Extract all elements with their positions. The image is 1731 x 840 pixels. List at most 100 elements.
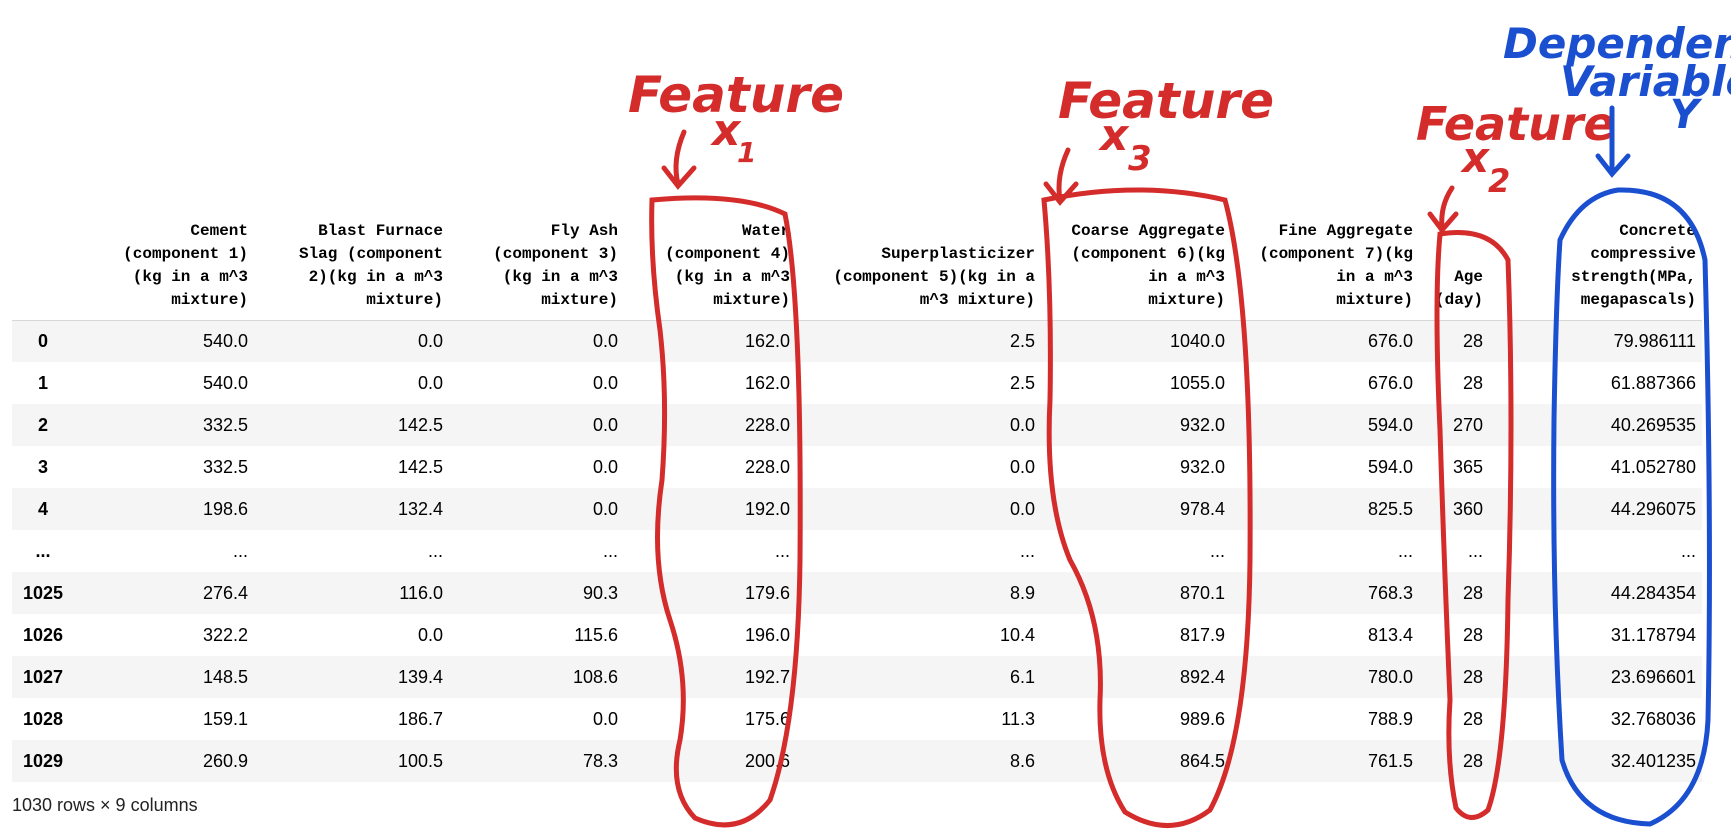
table-cell: 23.696601 [1610, 666, 1696, 687]
table-cell: 78.3 [582, 750, 618, 771]
table-cell: 139.4 [397, 666, 443, 687]
column-header: Concrete compressive strength(MPa, megap… [1489, 0, 1702, 321]
table-cell: 108.6 [572, 666, 618, 687]
table-cell: 8.6 [1009, 750, 1035, 771]
table-cell: 228.0 [744, 456, 790, 477]
table-cell: 825.5 [1367, 498, 1413, 519]
table-cell: 0.0 [592, 498, 618, 519]
table-cell: 40.269535 [1610, 414, 1696, 435]
dataframe-table: Cement (component 1) (kg in a m^3 mixtur… [12, 0, 1702, 782]
table-cell: 196.0 [744, 624, 790, 645]
table-cell: 6.1 [1009, 666, 1035, 687]
table-row: 1026 322.2 0.0 115.6 196.0 10.4 817.9 813.4 28 31… [12, 614, 1702, 656]
table-cell: 260.9 [202, 750, 248, 771]
table-cell: ... [1397, 540, 1413, 561]
dataframe-output: Cement (component 1) (kg in a m^3 mixtur… [12, 0, 1702, 782]
table-row: 1029 260.9 100.5 78.3 200.6 8.6 864.5 761.5 28 32… [12, 740, 1702, 782]
table-cell: 10.4 [999, 624, 1035, 645]
table-cell: 788.9 [1367, 708, 1413, 729]
table-cell: 892.4 [1179, 666, 1225, 687]
table-row: 0 540.0 0.0 0.0 162.0 2.5 1040.0 676.0 28 79.9861… [12, 320, 1702, 362]
table-cell: ... [1209, 540, 1225, 561]
table-row: 1027 148.5 139.4 108.6 192.7 6.1 892.4 780.0 28 2… [12, 656, 1702, 698]
table-cell: 989.6 [1179, 708, 1225, 729]
table-cell: 978.4 [1179, 498, 1225, 519]
table-cell: 44.284354 [1610, 582, 1696, 603]
table-cell: 0.0 [1009, 456, 1035, 477]
row-index: 0 [37, 330, 48, 351]
table-cell: 0.0 [1009, 414, 1035, 435]
table-cell: 780.0 [1367, 666, 1413, 687]
table-row: 3 332.5 142.5 0.0 228.0 0.0 932.0 594.0 365 41.05… [12, 446, 1702, 488]
table-cell: 768.3 [1367, 582, 1413, 603]
table-cell: 870.1 [1179, 582, 1225, 603]
row-index: 1025 [22, 582, 64, 603]
table-cell: 932.0 [1179, 414, 1225, 435]
table-cell: 148.5 [202, 666, 248, 687]
table-cell: 100.5 [397, 750, 443, 771]
table-cell: 332.5 [202, 456, 248, 477]
table-cell: 540.0 [202, 372, 248, 393]
table-cell: 175.6 [744, 708, 790, 729]
table-cell: 142.5 [397, 414, 443, 435]
table-cell: 322.2 [202, 624, 248, 645]
table-row: 1 540.0 0.0 0.0 162.0 2.5 1055.0 676.0 28 61.8873… [12, 362, 1702, 404]
table-cell: 28 [1462, 372, 1483, 393]
table-cell: ... [1019, 540, 1035, 561]
row-index: 1028 [22, 708, 64, 729]
table-cell: 270 [1452, 414, 1483, 435]
table-cell: 813.4 [1367, 624, 1413, 645]
row-index: 1026 [22, 624, 64, 645]
table-cell: 28 [1462, 750, 1483, 771]
table-cell: 594.0 [1367, 414, 1413, 435]
header-row: Cement (component 1) (kg in a m^3 mixtur… [12, 0, 1702, 321]
table-cell: 0.0 [592, 456, 618, 477]
table-cell: ... [427, 540, 443, 561]
table-cell: 2.5 [1009, 330, 1035, 351]
table-cell: 276.4 [202, 582, 248, 603]
table-cell: 90.3 [582, 582, 618, 603]
table-cell: 0.0 [592, 708, 618, 729]
table-row: .............................. [12, 530, 1702, 572]
table-cell: 932.0 [1179, 456, 1225, 477]
table-cell: 44.296075 [1610, 498, 1696, 519]
table-cell: 28 [1462, 624, 1483, 645]
table-cell: 162.0 [744, 330, 790, 351]
table-cell: 676.0 [1367, 372, 1413, 393]
table-cell: ... [602, 540, 618, 561]
row-index: 3 [37, 456, 48, 477]
table-cell: 11.3 [1001, 708, 1035, 729]
table-cell: 142.5 [397, 456, 443, 477]
column-header: Age (day) [1419, 0, 1489, 321]
table-body: 0 540.0 0.0 0.0 162.0 2.5 1040.0 676.0 28 79.9861… [12, 320, 1702, 782]
table-cell: 8.9 [1009, 582, 1035, 603]
table-cell: 32.768036 [1610, 708, 1696, 729]
table-cell: 162.0 [744, 372, 790, 393]
table-cell: 0.0 [417, 372, 443, 393]
column-header: Cement (component 1) (kg in a m^3 mixtur… [74, 0, 254, 321]
row-index: 2 [37, 414, 48, 435]
table-cell: 228.0 [744, 414, 790, 435]
table-cell: 186.7 [397, 708, 443, 729]
table-cell: 116.0 [399, 582, 443, 603]
table-cell: 540.0 [202, 330, 248, 351]
table-cell: 0.0 [417, 330, 443, 351]
table-row: 1028 159.1 186.7 0.0 175.6 11.3 989.6 788.9 28 32… [12, 698, 1702, 740]
table-cell: 28 [1462, 666, 1483, 687]
column-header: Water (component 4) (kg in a m^3 mixture… [624, 0, 796, 321]
table-cell: 159.1 [202, 708, 248, 729]
table-cell: 192.0 [744, 498, 790, 519]
table-cell: 28 [1462, 330, 1483, 351]
table-cell: 761.5 [1367, 750, 1413, 771]
table-cell: 817.9 [1179, 624, 1225, 645]
table-cell: 0.0 [592, 330, 618, 351]
table-cell: 0.0 [417, 624, 443, 645]
table-cell: 198.6 [202, 498, 248, 519]
table-cell: 2.5 [1009, 372, 1035, 393]
table-cell: 1040.0 [1169, 330, 1225, 351]
table-cell: 360 [1452, 498, 1483, 519]
table-row: 2 332.5 142.5 0.0 228.0 0.0 932.0 594.0 270 40.26… [12, 404, 1702, 446]
column-header: Blast Furnace Slag (component 2)(kg in a… [254, 0, 449, 321]
column-header: Fine Aggregate (component 7)(kg in a m^3… [1231, 0, 1419, 321]
table-cell: 0.0 [592, 372, 618, 393]
